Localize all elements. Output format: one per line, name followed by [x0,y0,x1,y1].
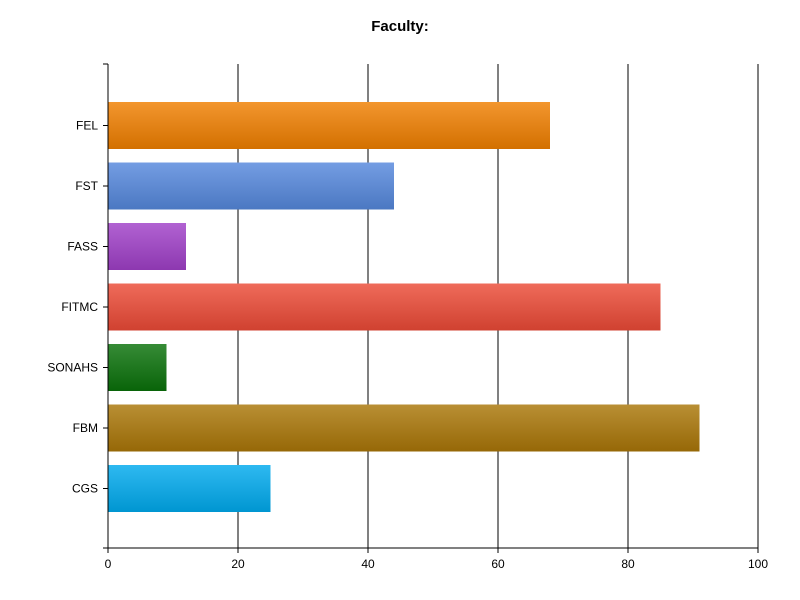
bar-fel [108,102,550,149]
y-tick-label: SONAHS [47,361,98,375]
y-tick-label: FITMC [61,300,98,314]
y-tick-label: FEL [76,119,98,133]
bar-cgs [108,465,271,512]
x-tick-label: 0 [105,557,112,571]
tick-labels: 0 20 40 60 80 100 FEL FST FASS FITMC SONAHS FBM CGS [47,119,768,572]
x-tick-label: 80 [621,557,635,571]
x-tick-label: 40 [361,557,375,571]
x-tick-label: 20 [231,557,245,571]
x-tick-label: 100 [748,557,768,571]
bar-sonahs [108,344,167,391]
bar-fbm [108,404,700,452]
y-tick-label: FBM [73,421,98,435]
axes [103,63,759,553]
bar-fst [108,162,394,210]
bar-fass [108,223,186,270]
x-tick-label: 60 [491,557,505,571]
bar-fitmc [108,283,661,331]
y-tick-label: CGS [72,482,98,496]
y-tick-label: FST [75,179,98,193]
bars [108,102,700,512]
chart-title: Faculty: [371,18,429,35]
y-tick-label: FASS [67,240,98,254]
